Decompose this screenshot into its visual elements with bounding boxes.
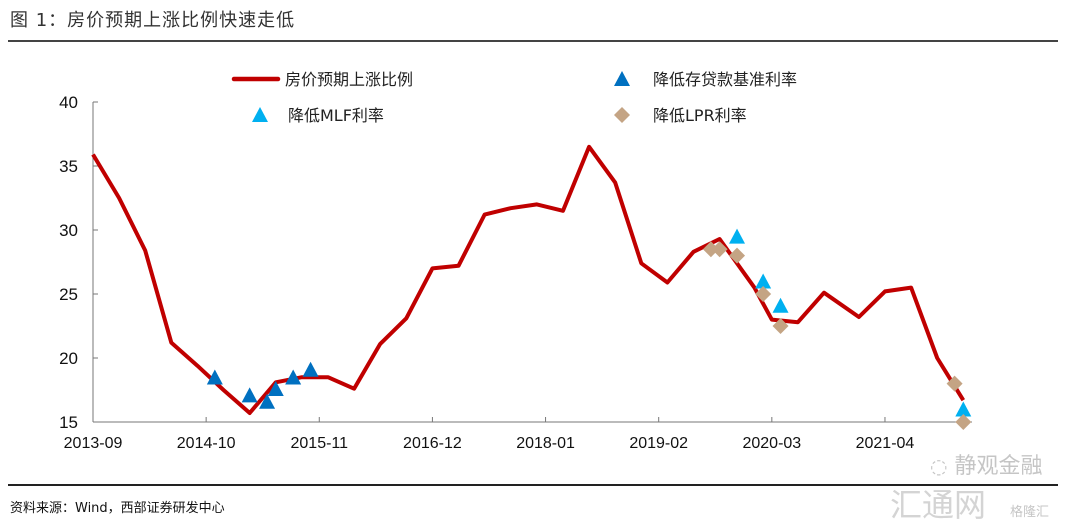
marker-mlf-rate-cut [755,273,772,289]
marker-deposit-rate-cut [241,387,258,403]
watermark-wechat: ◌ 静观金融 [930,454,1043,479]
legend-label: 降低存贷款基准利率 [653,70,797,89]
legend-triangle-light-icon [252,107,268,122]
legend-diamond-icon [614,107,630,123]
source-note: 资料来源：Wind，西部证券研发中心 [10,501,225,516]
marker-mlf-rate-cut [772,297,789,313]
x-tick-label: 2019-02 [629,435,688,452]
y-tick-label: 30 [59,221,78,240]
marker-lpr-rate-cut [729,247,746,264]
chart-title: 图 1：房价预期上涨比例快速走低 [10,10,296,31]
title-divider [8,40,1058,42]
y-tick-label: 15 [59,413,78,432]
x-tick-label: 2020-03 [742,435,801,452]
x-tick-label: 2014-10 [177,435,236,452]
x-tick-label: 2021-04 [856,435,915,452]
marker-lpr-rate-cut [955,414,972,430]
y-tick-label: 40 [59,93,78,112]
y-tick-label: 20 [59,349,78,368]
watermark-wechat-text: 静观金融 [954,454,1043,479]
marker-mlf-rate-cut [729,228,746,244]
legend-triangle-dark-icon [614,71,630,86]
marker-deposit-rate-cut [285,369,302,385]
marker-lpr-rate-cut [711,241,728,258]
x-tick-label: 2013-09 [64,435,123,452]
watermark-site: 汇通网 [890,486,987,524]
series-line-house-price-expectation [91,144,966,415]
watermark-site2: 格隆汇 [1010,505,1050,520]
marker-lpr-rate-cut [946,375,963,392]
x-tick-label: 2015-11 [291,435,349,452]
footer-divider [8,484,1058,486]
marker-lpr-rate-cut [702,241,719,258]
x-tick-label: 2016-12 [403,435,462,452]
y-tick-label: 25 [59,285,78,304]
wechat-icon: ◌ [930,454,948,478]
marker-lpr-rate-cut [772,318,789,334]
marker-deposit-rate-cut [267,381,284,396]
x-tick-label: 2018-01 [516,435,575,452]
marker-deposit-rate-cut [302,361,319,377]
legend-label: 降低LPR利率 [653,106,747,125]
y-tick-label: 35 [59,157,78,176]
marker-deposit-rate-cut [259,393,276,409]
marker-lpr-rate-cut [755,286,772,302]
legend-label: 房价预期上涨比例 [285,70,413,89]
marker-deposit-rate-cut [206,369,223,385]
legend-label: 降低MLF利率 [288,106,384,125]
marker-mlf-rate-cut [955,401,972,417]
